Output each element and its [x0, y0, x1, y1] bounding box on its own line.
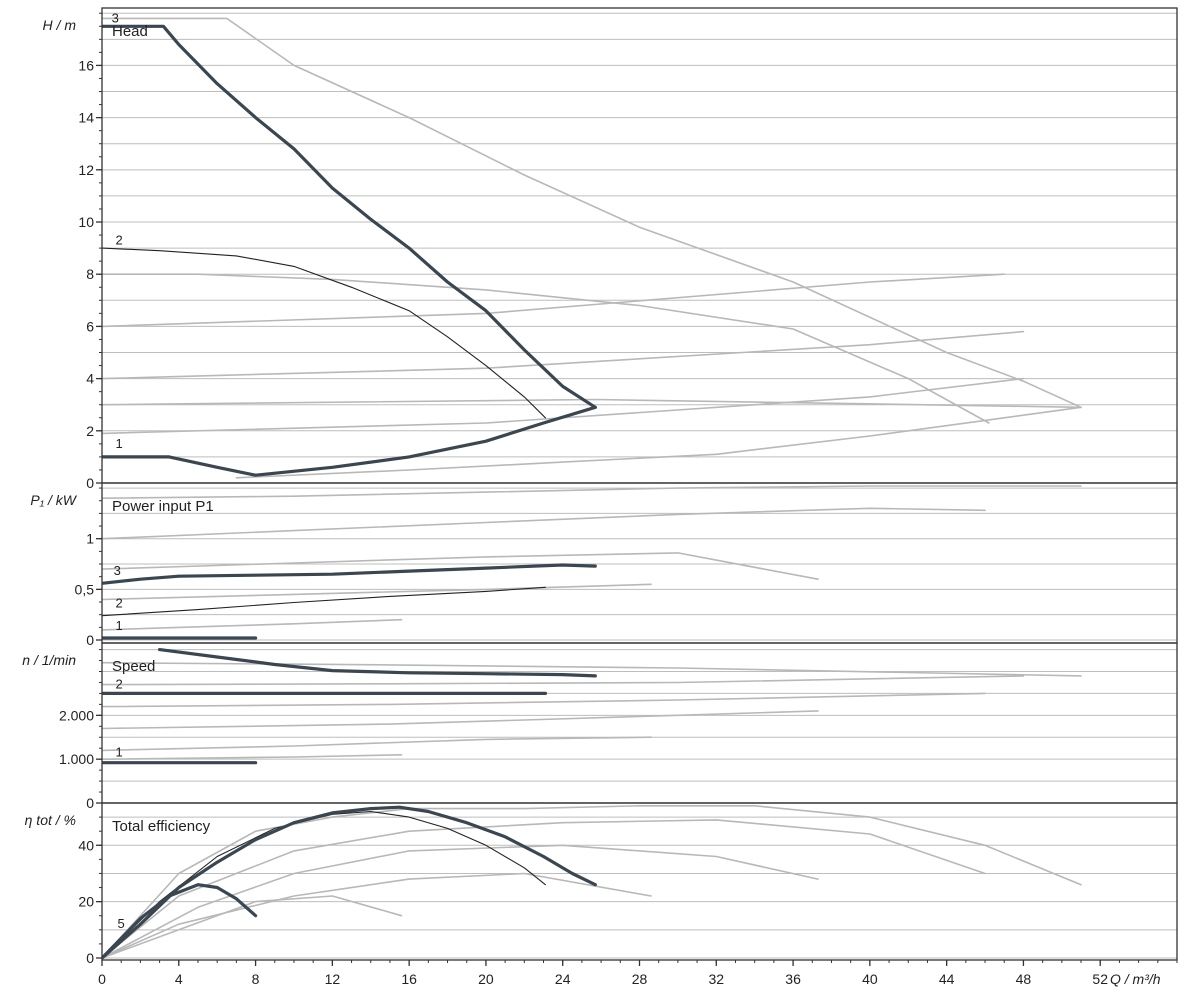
x-tick-label: 0: [98, 971, 106, 987]
y-tick-label: 1.000: [59, 751, 94, 767]
series-line-head-6: [102, 377, 1025, 435]
y-tick-label: 0,5: [75, 581, 95, 597]
series-line-efficiency-0: [102, 805, 597, 960]
curve-label: 3: [114, 563, 121, 578]
panel-title: Speed: [112, 658, 155, 675]
series-group-speed: [102, 647, 1082, 765]
series-line-speed-7: [102, 736, 652, 752]
x-tick-label: 44: [939, 971, 955, 987]
panel-frame: [101, 802, 1178, 961]
series-line-power-6: [102, 583, 652, 601]
series-line-speed-4: [102, 675, 1025, 686]
x-tick-label: 24: [555, 971, 571, 987]
panel-title: Head: [112, 23, 148, 40]
x-tick-label: 40: [862, 971, 878, 987]
x-tick-label: 16: [401, 971, 417, 987]
series-line-head-3: [102, 17, 1082, 409]
y-tick-label: 0: [86, 632, 94, 648]
series-line-efficiency-6: [102, 872, 652, 959]
series-line-efficiency-1: [102, 810, 546, 959]
y-axis-label: η tot / %: [25, 812, 76, 828]
y-tick-label: 0: [86, 795, 94, 811]
series-line-efficiency-3: [102, 804, 1082, 959]
y-tick-label: 16: [78, 57, 94, 73]
series-line-head-0: [102, 24, 597, 409]
x-tick-label: 4: [175, 971, 183, 987]
y-tick-label: 2: [86, 423, 94, 439]
panel-frame: [101, 7, 1178, 484]
y-tick-label: 10: [78, 214, 94, 230]
y-axis-label: P₁ / kW: [30, 492, 77, 508]
series-line-speed-0: [158, 647, 597, 678]
panel-efficiency: 0 20 40η tot / % Total efficiency 5: [25, 802, 1178, 966]
series-group-head: [102, 17, 1082, 479]
x-axis-label: Q / m³/h: [1110, 971, 1161, 987]
series-line-power-7: [102, 618, 403, 631]
panel-frame: [101, 482, 1178, 644]
series-line-head-5: [235, 406, 1082, 479]
series-line-head-8: [102, 273, 1006, 328]
y-tick-label: 12: [78, 162, 94, 178]
series-line-speed-5: [102, 692, 986, 708]
series-group-power: [102, 485, 1082, 640]
x-tick-label: 12: [325, 971, 341, 987]
series-line-power-0: [102, 563, 597, 585]
curve-label: 1: [116, 745, 123, 760]
series-line-speed-3: [102, 661, 1082, 677]
x-tick-label: 28: [632, 971, 648, 987]
y-tick-label: 6: [86, 318, 94, 334]
y-tick-label: 2.000: [59, 707, 94, 723]
y-tick-label: 20: [78, 894, 94, 910]
curve-label: 1: [116, 618, 123, 633]
series-line-efficiency-2: [102, 883, 258, 960]
curve-label: 5: [117, 916, 124, 931]
curve-label: 1: [116, 436, 123, 451]
panel-title: Total efficiency: [112, 818, 211, 835]
series-line-efficiency-7: [102, 895, 403, 959]
x-tick-label: 52: [1092, 971, 1108, 987]
y-tick-label: 8: [86, 266, 94, 282]
y-tick-label: 0: [86, 950, 94, 966]
curve-label: 2: [116, 232, 123, 247]
y-tick-label: 1: [86, 531, 94, 547]
panel-title: Power input P1: [112, 498, 214, 515]
x-tick-label: 36: [785, 971, 801, 987]
y-tick-label: 40: [78, 837, 94, 853]
series-line-head-4: [102, 273, 990, 424]
curve-label: 2: [116, 596, 123, 611]
x-tick-label: 8: [252, 971, 260, 987]
series-line-head-2: [102, 405, 597, 477]
series-line-head-1: [102, 247, 546, 419]
curve-label: 3: [112, 10, 119, 25]
series-line-head-9: [102, 398, 1082, 409]
series-line-power-5: [102, 552, 819, 581]
series-line-speed-6: [102, 710, 819, 730]
curve-label: 2: [116, 677, 123, 692]
y-tick-label: 14: [78, 110, 94, 126]
x-tick-label: 48: [1016, 971, 1032, 987]
y-axis-label: H / m: [43, 17, 77, 33]
y-axis-label: n / 1/min: [22, 652, 76, 668]
panel-speed: 0 1.000 2.000 n / 1/min Speed 2 1: [22, 642, 1178, 811]
series-line-efficiency-4: [102, 819, 986, 959]
x-axis: 0 4 8 12 16 20 24 28 32 36 40 44 48 52 Q / m³/h: [98, 960, 1178, 987]
panel-power: 0 0,5 1 P₁ / kW Power input P1 3 2 1: [30, 482, 1178, 648]
series-line-power-4: [102, 507, 986, 540]
y-tick-label: 0: [86, 475, 94, 491]
x-tick-label: 32: [708, 971, 724, 987]
series-line-head-7: [102, 330, 1025, 380]
series-line-power-3: [102, 485, 1082, 500]
y-tick-label: 4: [86, 371, 94, 387]
series-line-power-1: [102, 586, 546, 617]
x-tick-label: 20: [478, 971, 494, 987]
series-line-speed-8: [102, 753, 403, 761]
series-group-efficiency: [102, 804, 1082, 960]
series-line-efficiency-5: [102, 844, 819, 959]
